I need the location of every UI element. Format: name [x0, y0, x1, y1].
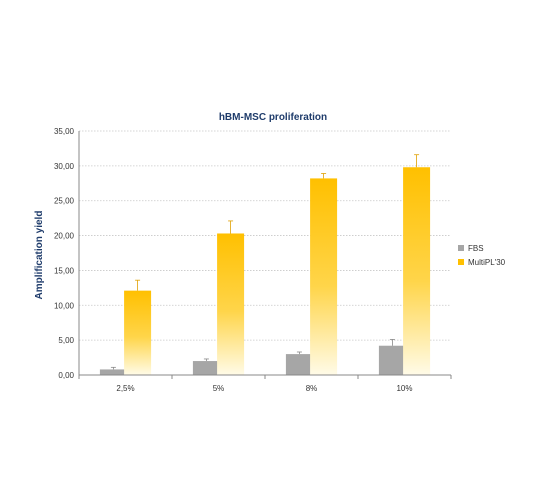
bar-fbs: [285, 354, 313, 375]
x-axis: 2,5% 5% 8% 10%: [78, 131, 452, 393]
y-tick-label: 35,00: [54, 127, 75, 136]
bar-multipl30: [217, 233, 245, 375]
bar-multipl30: [124, 290, 152, 375]
bar-multipl30: [310, 178, 338, 375]
legend-label: FBS: [468, 244, 484, 253]
y-tick-label: 25,00: [54, 197, 75, 206]
bar-fbs: [99, 369, 127, 375]
y-tick-label: 0,00: [58, 371, 74, 380]
y-axis-label: Amplification yield: [34, 211, 45, 300]
y-tick-label: 15,00: [54, 266, 75, 275]
bar-fbs: [378, 345, 406, 375]
legend-label: MultiPL'30: [468, 258, 506, 267]
bars: [99, 154, 431, 375]
bar-fbs: [192, 361, 220, 375]
x-tick-label: 5%: [213, 384, 225, 393]
x-tick-label: 2,5%: [116, 384, 134, 393]
legend-swatch: [458, 259, 464, 265]
y-tick-label: 20,00: [54, 232, 75, 241]
y-tick-labels: 0,00 5,00 10,00 15,00 20,00 25,00 30,00 35,00: [54, 127, 75, 380]
bar-multipl30: [403, 167, 431, 375]
x-tick-label: 10%: [396, 384, 412, 393]
y-tick-label: 30,00: [54, 162, 75, 171]
chart-title: hBM-MSC proliferation: [219, 112, 327, 123]
x-tick-label: 8%: [306, 384, 318, 393]
gridlines: [79, 130, 451, 341]
legend-swatch: [458, 245, 464, 251]
y-tick-label: 10,00: [54, 301, 75, 310]
y-tick-label: 5,00: [58, 336, 74, 345]
legend: FBS MultiPL'30: [458, 244, 506, 267]
